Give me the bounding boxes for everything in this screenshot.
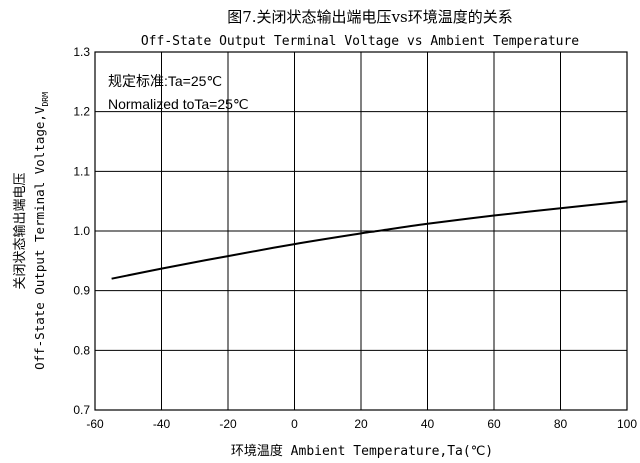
- annotation-cn: 规定标准:Ta=25℃: [108, 73, 222, 89]
- y-axis-label-en-group: Off-State Output Terminal Voltage,VDRM: [32, 92, 50, 370]
- y-axis-label-en-main: Off-State Output Terminal Voltage,V: [32, 106, 47, 370]
- x-tick-label: -40: [153, 417, 171, 431]
- y-axis-label-cn-group: 关闭状态输出端电压: [12, 172, 28, 289]
- y-tick-label: 1.1: [73, 164, 90, 178]
- chart-subtitle: Off-State Output Terminal Voltage vs Amb…: [141, 34, 579, 49]
- x-tick-label: 80: [554, 417, 568, 431]
- x-tick-label: 20: [354, 417, 368, 431]
- y-axis-label-subscript: DRM: [41, 92, 50, 107]
- y-tick-label: 1.0: [73, 224, 90, 238]
- plot-frame: [94, 51, 628, 411]
- x-tick-label: -60: [86, 417, 104, 431]
- x-tick-labels: -60 -40 -20 0 20 40 60 80 100: [86, 417, 637, 431]
- y-tick-label: 0.9: [73, 284, 90, 298]
- y-tick-labels: 0.7 0.8 0.9 1.0 1.1 1.2 1.3: [73, 45, 90, 417]
- y-tick-label: 1.2: [73, 105, 90, 119]
- grid-lines: [94, 51, 628, 411]
- series-line: [111, 200, 628, 280]
- y-tick-label: 0.7: [73, 403, 90, 417]
- y-tick-label: 1.3: [73, 45, 90, 59]
- chart-title: 图7.关闭状态输出端电压vs环境温度的关系: [227, 8, 513, 26]
- x-axis-label: 环境温度 Ambient Temperature,Ta(℃): [231, 443, 493, 459]
- y-axis-label-en: Off-State Output Terminal Voltage,VDRM: [32, 92, 50, 370]
- x-tick-label: 100: [617, 417, 637, 431]
- x-tick-label: 40: [421, 417, 435, 431]
- x-tick-label: 0: [291, 417, 298, 431]
- y-tick-label: 0.8: [73, 343, 90, 357]
- y-axis-label-cn: 关闭状态输出端电压: [12, 172, 28, 289]
- annotation-en: Normalized toTa=25℃: [108, 96, 249, 112]
- x-tick-label: -20: [219, 417, 237, 431]
- series-group: [111, 200, 628, 280]
- x-tick-label: 60: [487, 417, 501, 431]
